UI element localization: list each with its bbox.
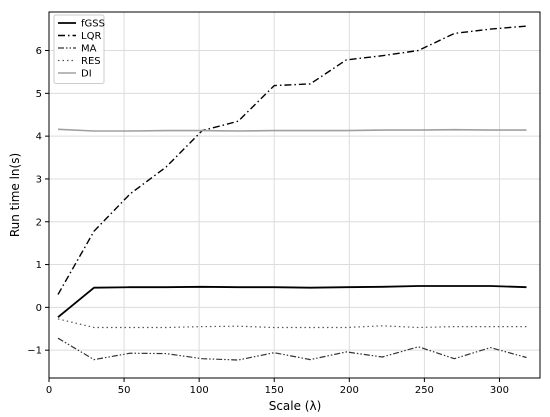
x-tick-label: 200 [340, 385, 359, 396]
series-line-lqr [57, 25, 527, 295]
x-tick-label: 50 [118, 385, 131, 396]
x-tick-label: 100 [190, 385, 209, 396]
x-axis-label: Scale (λ) [269, 399, 322, 413]
y-tick-label: 3 [36, 174, 42, 185]
x-tick-label: 0 [46, 385, 52, 396]
legend-label-res: RES [81, 56, 101, 67]
y-tick-label: 4 [36, 132, 42, 143]
series-line-di [57, 128, 527, 132]
y-tick-label: 2 [36, 217, 42, 228]
y-axis-label: Run time ln(s) [8, 153, 22, 237]
x-tick-label: 300 [490, 385, 509, 396]
legend-label-ma: MA [81, 44, 97, 55]
y-tick-label: 0 [36, 303, 42, 314]
plot-frame [48, 11, 541, 379]
x-tick-label: 150 [265, 385, 284, 396]
y-tick-label: 6 [36, 46, 42, 57]
series-line-fgss [57, 285, 527, 318]
grid [48, 12, 540, 378]
y-tick-label: 5 [36, 89, 42, 100]
legend-label-fgss: fGSS [81, 19, 105, 30]
legend-box [53, 14, 105, 84]
x-tick-label: 250 [415, 385, 434, 396]
y-tick-label: −1 [27, 346, 42, 357]
series-lines [57, 25, 527, 361]
y-tick-label: 1 [36, 260, 42, 271]
series-line-res [57, 318, 527, 329]
series-line-ma [57, 337, 527, 361]
legend-label-di: DI [81, 69, 92, 80]
legend-label-lqr: LQR [81, 31, 101, 42]
axis-ticks: 0 50 100 150 200 250 300 −1 0 1 2 3 4 5 6 [27, 46, 509, 396]
